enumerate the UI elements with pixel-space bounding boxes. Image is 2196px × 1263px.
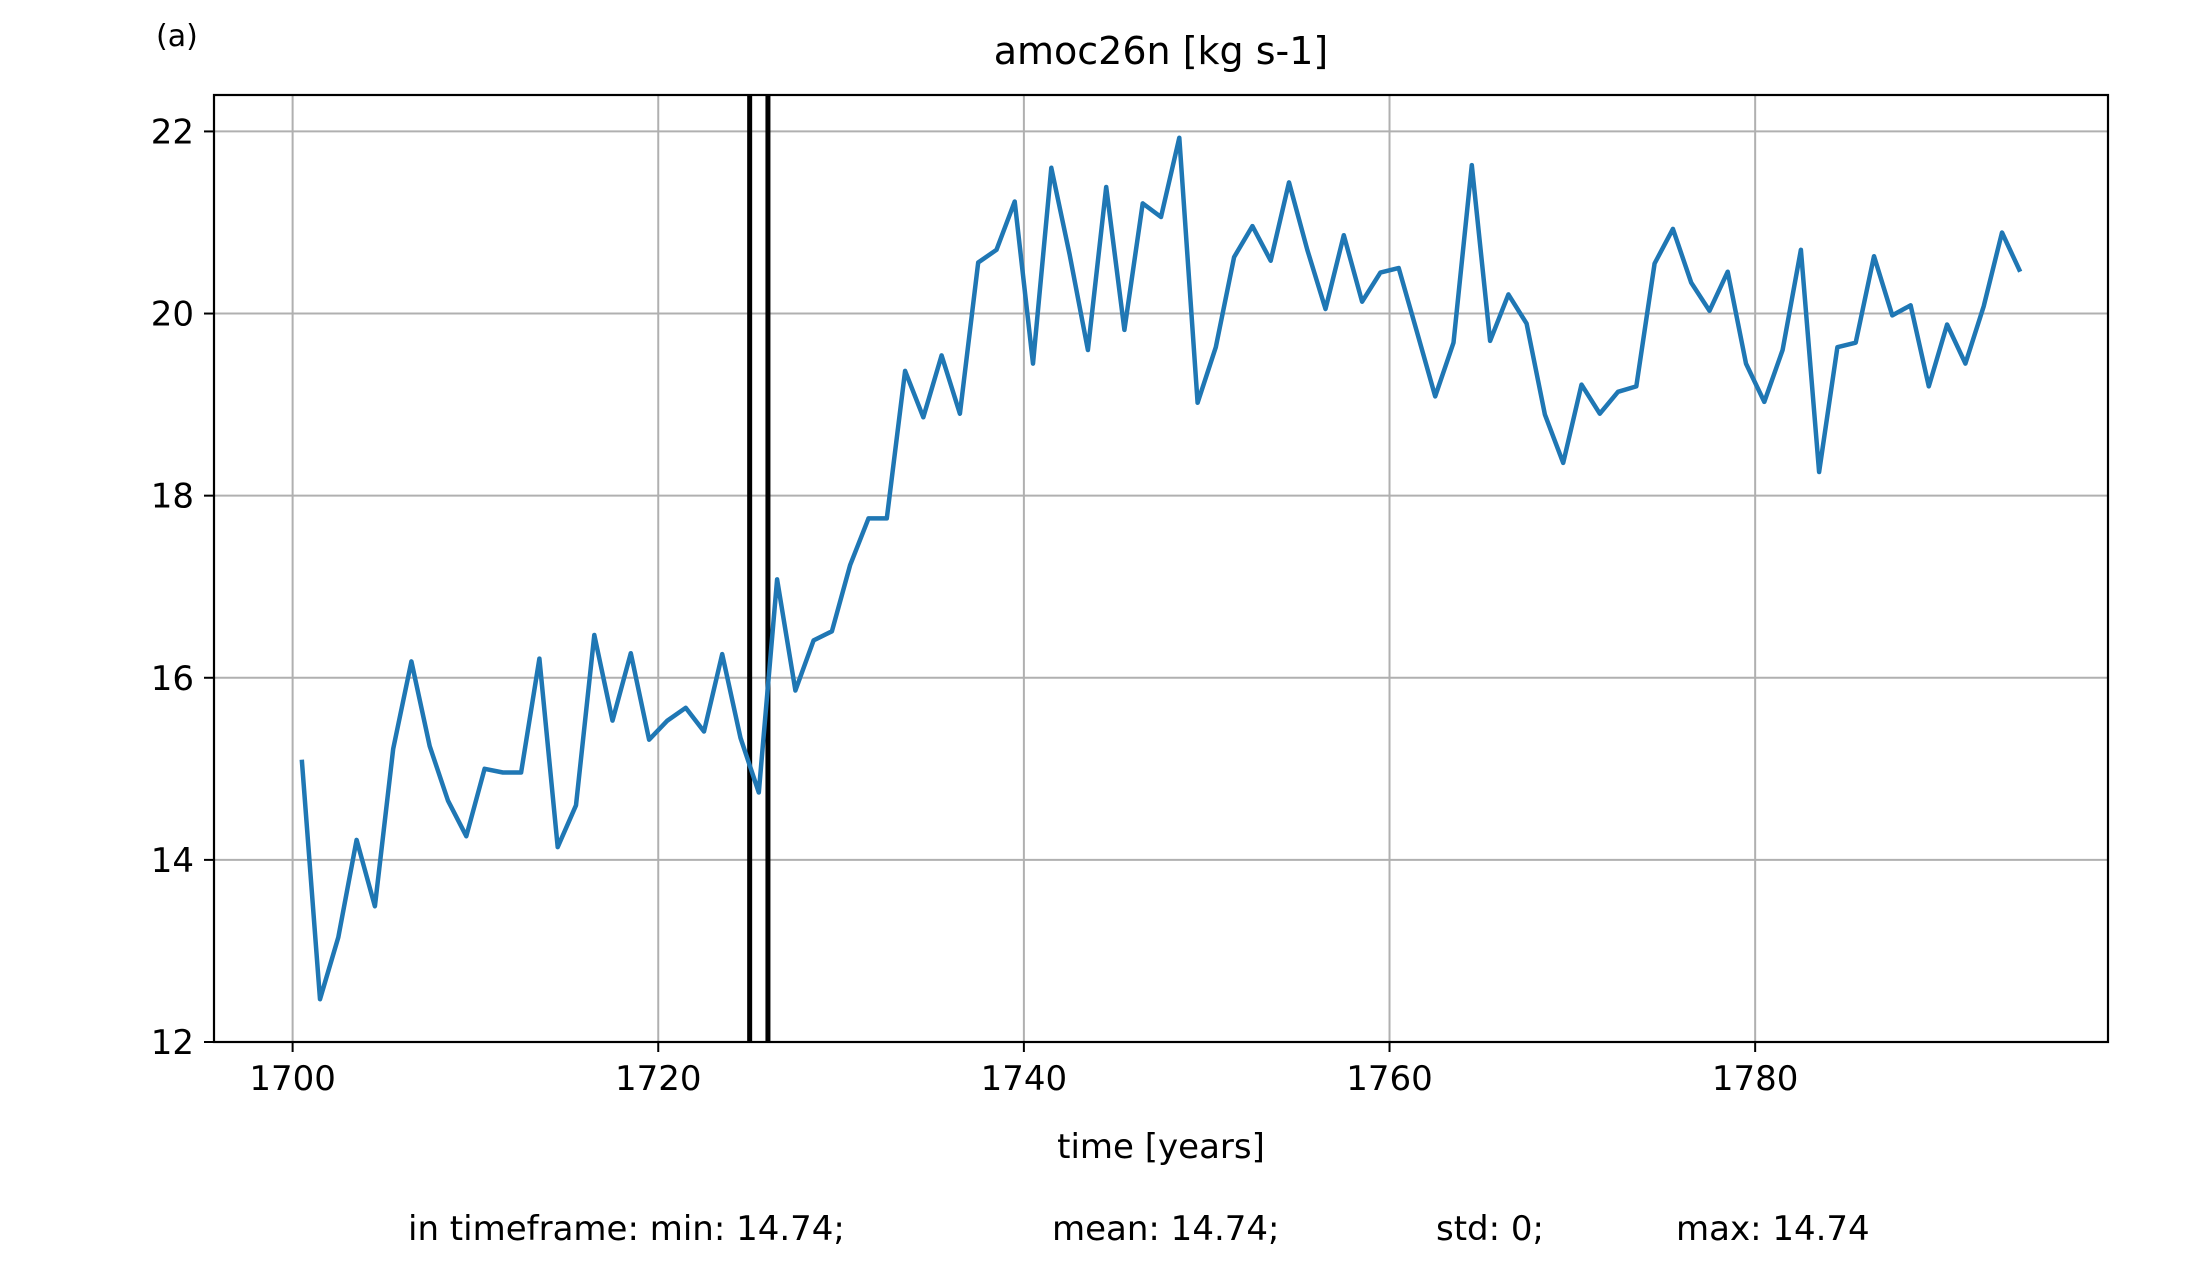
x-axis-label: time [years] — [1057, 1127, 1265, 1167]
y-tick-label: 14 — [151, 841, 194, 881]
stat-std: std: 0; — [1436, 1209, 1544, 1249]
data-series — [299, 135, 2023, 1002]
stat-min: in timeframe: min: 14.74; — [408, 1209, 845, 1249]
axis-ticks: 1700 1720 1740 1760 1780 12 14 16 18 20 22 — [151, 112, 1799, 1099]
plot-frame — [212, 93, 2110, 1044]
y-tick-label: 18 — [151, 477, 194, 517]
y-tick-label: 12 — [151, 1023, 194, 1063]
y-tick-label: 20 — [151, 295, 194, 335]
x-tick-label: 1740 — [981, 1059, 1068, 1099]
stats-footer: in timeframe: min: 14.74; mean: 14.74; s… — [408, 1209, 1870, 1249]
y-tick-label: 22 — [151, 112, 194, 152]
grid-lines — [214, 95, 2108, 1043]
panel-label: (a) — [156, 19, 198, 54]
series-line — [299, 135, 2023, 1002]
x-tick-label: 1720 — [615, 1059, 702, 1099]
chart-title: amoc26n [kg s-1] — [994, 29, 1329, 73]
x-tick-label: 1780 — [1712, 1059, 1799, 1099]
vertical-marker-lines — [747, 95, 771, 1042]
stat-max: max: 14.74 — [1676, 1209, 1870, 1249]
stat-mean: mean: 14.74; — [1052, 1209, 1279, 1249]
x-tick-label: 1700 — [249, 1059, 336, 1099]
y-tick-label: 16 — [151, 659, 194, 699]
x-tick-label: 1760 — [1346, 1059, 1433, 1099]
